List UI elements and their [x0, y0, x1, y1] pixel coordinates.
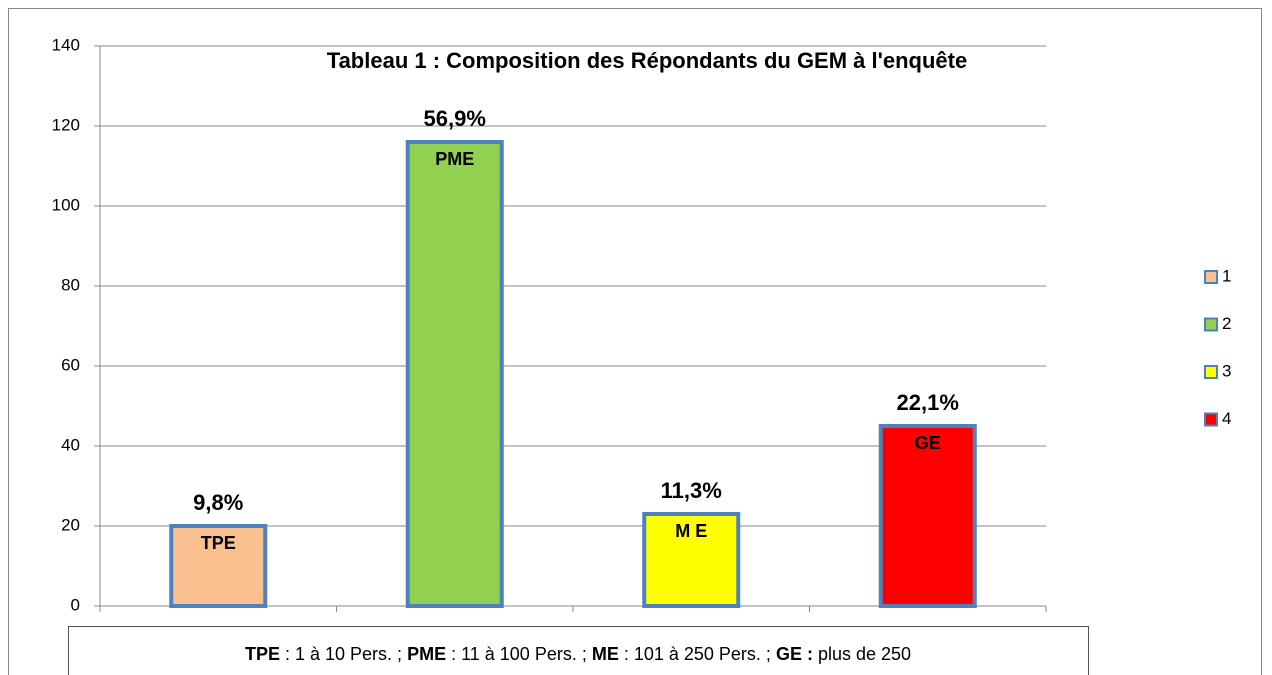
y-tick-label: 100 — [52, 195, 80, 214]
bar-top-label: 9,8% — [193, 490, 243, 515]
bar-top-label: 22,1% — [897, 390, 959, 415]
bar — [169, 524, 268, 608]
footnote-part: GE : — [776, 644, 813, 664]
footnote-part: TPE — [245, 644, 280, 664]
footnote-part: : 101 à 250 Pers. ; — [619, 644, 776, 664]
bar-inside-label: PME — [435, 149, 474, 169]
footnote-part: : 1 à 10 Pers. ; — [280, 644, 407, 664]
legend-swatch — [1204, 270, 1218, 284]
legend-swatch — [1204, 365, 1218, 379]
bar-inside-label: TPE — [201, 533, 236, 553]
bar — [405, 140, 504, 608]
legend-label: 3 — [1222, 361, 1231, 380]
bar — [878, 424, 977, 608]
footnote: TPE : 1 à 10 Pers. ; PME : 11 à 100 Pers… — [245, 644, 911, 664]
y-tick-label: 40 — [61, 435, 80, 454]
bar-inside-label: GE — [915, 433, 941, 453]
footnote-part: PME — [407, 644, 446, 664]
legend-swatch — [1204, 412, 1218, 427]
y-tick-label: 0 — [71, 595, 80, 614]
footnote-part: plus de 250 — [813, 644, 911, 664]
bar — [642, 512, 741, 608]
chart-title: Tableau 1 : Composition des Répondants d… — [327, 48, 967, 73]
legend-swatch — [1204, 317, 1218, 332]
y-tick-label: 20 — [61, 515, 80, 534]
bar-top-label: 11,3% — [661, 478, 722, 503]
footnote-box — [68, 626, 1089, 675]
legend-label: 2 — [1222, 314, 1231, 333]
y-tick-label: 140 — [52, 35, 80, 54]
footnote-part: ME — [592, 644, 619, 664]
footnote-part: : 11 à 100 Pers. ; — [446, 644, 592, 664]
bar-top-label: 56,9% — [424, 106, 486, 131]
bar-inside-label: M E — [675, 521, 707, 541]
y-tick-label: 120 — [52, 115, 80, 134]
y-tick-label: 60 — [61, 355, 80, 374]
y-tick-label: 80 — [61, 275, 80, 294]
legend-label: 1 — [1222, 266, 1231, 285]
legend-label: 4 — [1222, 409, 1231, 428]
